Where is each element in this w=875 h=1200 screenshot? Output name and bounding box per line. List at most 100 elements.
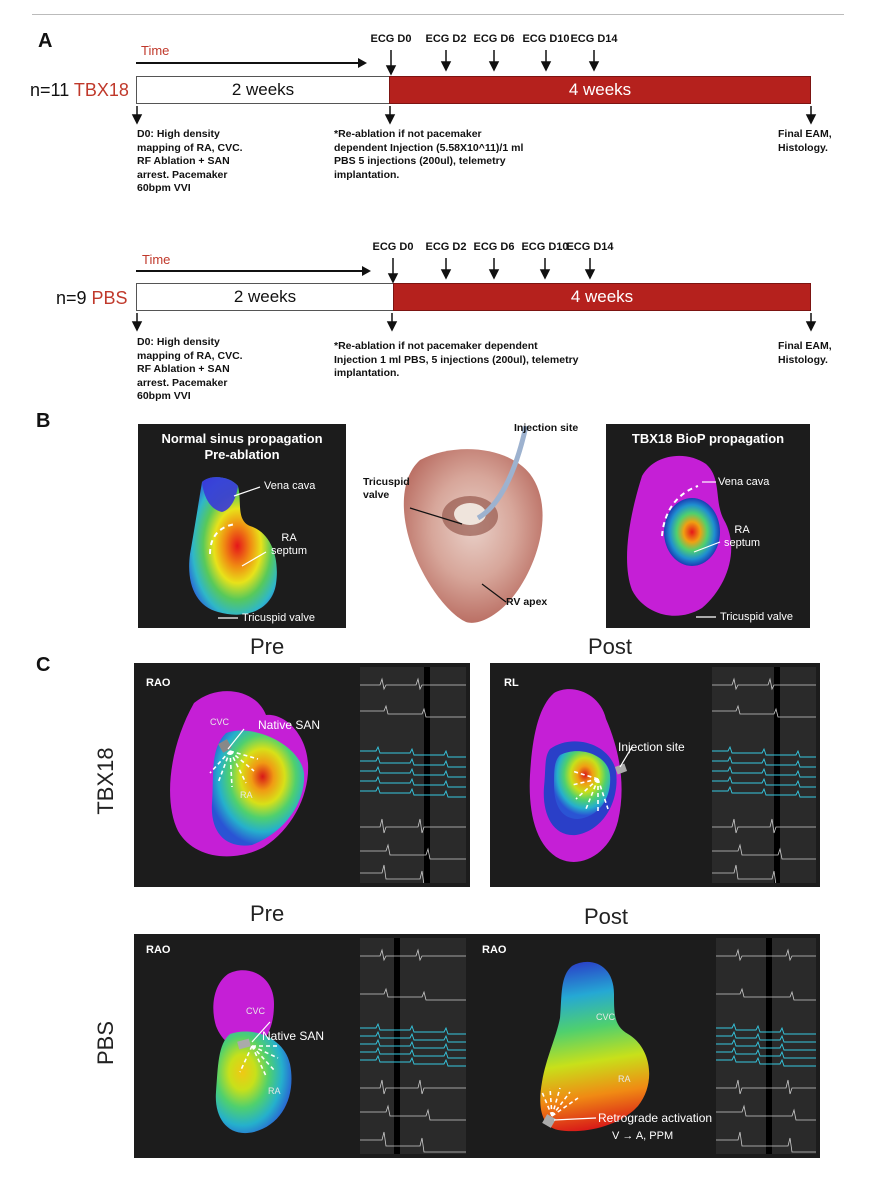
post-label: Post (584, 904, 629, 929)
label-line: valve (363, 489, 390, 501)
ra-septum-label: RA septum (724, 524, 760, 550)
time-label: Time (142, 252, 171, 267)
ecg-label: ECG D0 (372, 241, 414, 253)
note-line: dependent Injection (5.58X10^11)/1 ml (334, 141, 524, 154)
activation-map-icon (170, 691, 309, 857)
native-san-label: Native SAN (262, 1029, 325, 1043)
tricuspid-valve-label: Tricuspid valve (363, 476, 410, 502)
note-line: D0: High density (137, 128, 220, 140)
top-rule (32, 14, 844, 15)
note-mid-pbs: *Re-ablation if not pacemaker dependent … (334, 340, 579, 381)
note-line: RF Ablation + SAN (137, 363, 230, 375)
phase-bar-2weeks: 2 weeks (136, 76, 390, 104)
egm-traces (716, 938, 816, 1154)
panel-b-left-map: Normal sinus propagation Pre-ablation Ve… (138, 424, 346, 628)
note-line: arrest. Pacemaker (137, 376, 228, 389)
post-label: Post (588, 634, 633, 659)
note-line: Final EAM, (778, 340, 832, 352)
egm-traces (712, 667, 816, 886)
note-line: arrest. Pacemaker (137, 168, 228, 181)
panel-c-label: C (36, 654, 51, 676)
ra-label: RA (240, 790, 253, 800)
ecg-arrows-icon (385, 50, 600, 76)
panel-a-label: A (38, 30, 53, 52)
label-line: RA (734, 524, 750, 536)
ra-septum-label: RA septum (271, 532, 307, 558)
panel-title: Normal sinus propagation Pre-ablation (138, 431, 346, 463)
view-label: RL (504, 677, 519, 689)
title-line: Normal sinus propagation (161, 431, 323, 446)
note-line: D0: High density (137, 336, 220, 348)
note-line: *Re-ablation if not pacemaker (334, 128, 482, 140)
note-line: *Re-ablation if not pacemaker dependent (334, 340, 538, 352)
cohort-count: n=9 (56, 288, 92, 308)
note-line: PBS 5 injections (200ul), telemetry (334, 155, 506, 167)
ecg-label: ECG D2 (425, 33, 467, 45)
cohort-label-pbs: n=9 PBS (56, 288, 128, 309)
ecg-label: ECG D10 (521, 241, 569, 253)
cohort-name: TBX18 (73, 80, 129, 100)
panel-title: TBX18 BioP propagation (631, 431, 785, 446)
ecg-label: ECG D10 (522, 33, 570, 45)
cohort-label-tbx18: n=11 TBX18 (30, 80, 129, 101)
v-to-a-label: V → A, PPM (612, 1130, 674, 1142)
phase-bar-2weeks: 2 weeks (136, 283, 394, 311)
cohort-count: n=11 (30, 80, 74, 100)
egm-waveforms-icon (712, 667, 816, 886)
row-label-tbx18: TBX18 (93, 747, 118, 815)
note-right-tbx18: Final EAM, Histology. (778, 128, 832, 155)
note-left-tbx18: D0: High density mapping of RA, CVC. RF … (137, 128, 243, 196)
heart-specimen-image (403, 425, 543, 623)
view-label: RAO (146, 944, 171, 956)
panel-b-label: B (36, 410, 51, 432)
label-line: septum (724, 537, 761, 549)
note-line: 60bpm VVI (137, 390, 191, 402)
ecg-label: ECG D6 (473, 33, 515, 45)
view-label: RAO (146, 677, 171, 689)
native-san-label: Native SAN (258, 718, 321, 732)
vena-cava-label: Vena cava (264, 480, 316, 492)
pre-label: Pre (250, 634, 285, 659)
row-label-pbs: PBS (93, 1020, 118, 1066)
view-label: RAO (482, 944, 507, 956)
note-left-pbs: D0: High density mapping of RA, CVC. RF … (137, 336, 243, 404)
title-line: Pre-ablation (204, 447, 280, 462)
egm-traces (360, 667, 466, 886)
cohort-name: PBS (91, 288, 128, 308)
activation-map-icon (529, 689, 633, 862)
injection-site-label: Injection site (514, 422, 579, 434)
cvc-label: CVC (210, 717, 230, 727)
tbx18-post-map: RL Injection site (490, 663, 820, 887)
ecg-label: ECG D2 (425, 241, 467, 253)
egm-traces (360, 938, 466, 1154)
activation-map-icon (213, 970, 292, 1134)
egm-waveforms-icon (360, 667, 466, 886)
cvc-label: CVC (246, 1006, 266, 1016)
note-right-pbs: Final EAM, Histology. (778, 340, 832, 367)
ecg-label: ECG D0 (370, 33, 412, 45)
tbx18-pre-map: RAO CVC Native SAN RA (134, 663, 470, 887)
note-line: implantation. (334, 367, 400, 379)
label-line: Tricuspid (363, 476, 410, 488)
time-arrow-icon (136, 266, 371, 276)
egm-waveforms-icon (716, 938, 816, 1154)
activation-map-icon (189, 477, 277, 619)
label-line: RA (281, 532, 297, 544)
panel-b-specimen: Injection site Tricuspid valve RV apex (358, 420, 590, 634)
pbs-post-map: RAO CVC RA Retrograde activation V → A, … (468, 934, 820, 1158)
note-line: mapping of RA, CVC. (137, 349, 243, 362)
time-label: Time (141, 43, 170, 58)
injection-site-label: Injection site (618, 740, 685, 754)
activation-map-icon (627, 455, 732, 618)
ecg-label: ECG D14 (566, 241, 614, 253)
note-line: implantation. (334, 168, 400, 181)
note-line: Final EAM, (778, 128, 832, 140)
note-line: Injection 1 ml PBS, 5 injections (200ul)… (334, 353, 579, 366)
label-line: septum (271, 545, 308, 557)
note-line: mapping of RA, CVC. (137, 141, 243, 154)
panel-b-right-map: TBX18 BioP propagation Vena cava RA sept… (606, 424, 810, 628)
rv-apex-label: RV apex (506, 596, 548, 608)
ra-label: RA (618, 1074, 631, 1084)
retrograde-label: Retrograde activation (598, 1111, 713, 1125)
ecg-label: ECG D14 (570, 33, 618, 45)
